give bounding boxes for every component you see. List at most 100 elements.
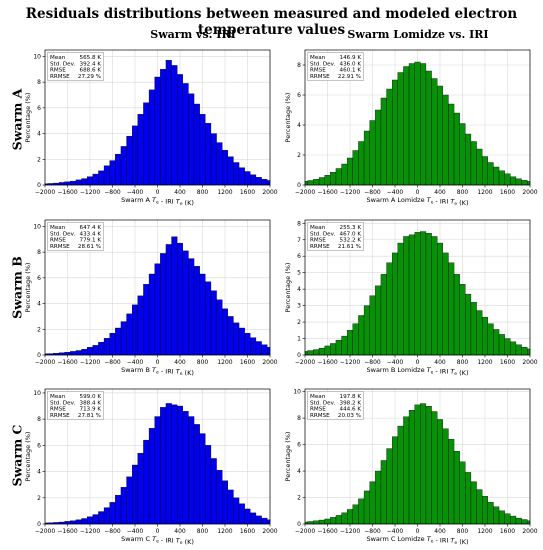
histogram-bar: [414, 61, 421, 186]
histogram-bar: [126, 313, 133, 356]
histogram-bar: [87, 176, 93, 186]
x-axis-label: Swarm B Te - IRI Te (K): [121, 366, 194, 377]
histogram-bar: [255, 515, 262, 525]
histogram-bar: [165, 244, 172, 356]
histogram-bar: [238, 327, 245, 356]
histogram-bar: [527, 348, 531, 356]
stats-label: RRMSE: [310, 413, 330, 419]
histogram-bar: [442, 252, 449, 356]
stats-value: 436.0 K: [340, 61, 362, 67]
figure-title: Residuals distributions between measured…: [25, 6, 518, 38]
histogram-bar: [148, 273, 155, 356]
histogram-bar: [470, 481, 477, 525]
histogram-bar: [92, 514, 99, 525]
histogram-bar: [341, 163, 348, 186]
x-tick-label: 800: [197, 189, 209, 196]
histogram-bar: [81, 518, 88, 525]
x-tick-label: −2000: [295, 359, 315, 366]
x-tick-label: 2000: [522, 359, 537, 366]
histogram-bar: [193, 103, 200, 186]
histogram-bar: [255, 177, 262, 186]
stats-value: 688.6 K: [80, 68, 102, 74]
x-tick-label: −1200: [340, 528, 360, 535]
histogram-bar: [347, 157, 353, 186]
histogram-bar: [476, 310, 483, 356]
histogram-bar: [227, 316, 234, 356]
y-tick-label: 0: [37, 352, 41, 359]
x-tick-label: −800: [104, 359, 121, 366]
histogram-bar: [250, 512, 257, 525]
y-tick-label: 10: [33, 223, 41, 230]
histogram-bar: [487, 323, 494, 356]
histogram-bar: [103, 165, 110, 186]
y-tick-label: 2: [297, 152, 301, 159]
histogram-bar: [137, 295, 144, 356]
histogram-bar: [476, 148, 483, 186]
stats-label: RRMSE: [50, 74, 70, 80]
histogram-bar: [375, 285, 382, 356]
x-tick-label: 1600: [240, 528, 255, 535]
histogram-bar: [177, 74, 183, 186]
stats-value: 388.4 K: [80, 400, 102, 406]
stats-value: 20.03 %: [338, 413, 361, 419]
histogram-bar: [408, 234, 415, 356]
histogram-bar: [363, 305, 370, 356]
histogram-bar: [392, 79, 398, 186]
x-tick-label: 400: [434, 359, 446, 366]
x-tick-label: 1600: [500, 528, 515, 535]
x-tick-label: 0: [156, 528, 160, 535]
histogram-bar: [222, 150, 228, 186]
histogram-bar: [126, 476, 133, 525]
histogram-bar: [307, 521, 314, 525]
histogram-bar: [363, 490, 370, 525]
histogram-bar: [193, 266, 200, 356]
column-title-lomidze: Swarm Lomidze vs. IRI: [347, 28, 489, 41]
stats-value: 21.61 %: [338, 244, 361, 250]
x-tick-label: 0: [416, 359, 420, 366]
histogram-bar: [132, 464, 138, 525]
histogram-bar: [313, 520, 320, 525]
x-tick-label: −1200: [80, 189, 100, 196]
histogram-bar: [255, 341, 262, 356]
stats-value: 532.2 K: [340, 238, 362, 244]
histogram-bar: [431, 236, 438, 356]
stats-value: 27.29 %: [78, 74, 101, 80]
histogram-bar: [476, 489, 483, 525]
y-axis-label: Percentage (%): [284, 93, 292, 143]
histogram-bar: [482, 156, 488, 186]
histogram-bar: [227, 489, 234, 525]
x-tick-label: 1200: [477, 359, 492, 366]
y-tick-label: 8: [297, 415, 301, 422]
y-tick-label: 10: [293, 389, 301, 396]
stats-box: [307, 222, 364, 251]
histogram-bar: [487, 501, 494, 525]
histogram-bar: [498, 510, 505, 525]
histogram-bar: [448, 262, 455, 356]
histogram-bar: [171, 404, 178, 525]
stats-value: 599.0 K: [80, 394, 102, 400]
x-tick-label: 800: [457, 189, 469, 196]
y-tick-label: 10: [33, 53, 41, 60]
histogram-bar: [397, 242, 404, 356]
y-tick-label: 2: [37, 326, 41, 333]
histogram-bar: [403, 66, 410, 186]
histogram-bar: [177, 405, 183, 525]
x-tick-label: −400: [127, 189, 144, 196]
histogram-bar: [380, 274, 387, 356]
histogram-bar: [222, 308, 228, 356]
histogram-bar: [75, 519, 82, 525]
histogram-bar: [250, 337, 257, 356]
x-tick-label: 2000: [522, 528, 537, 535]
histogram-bar: [358, 141, 365, 186]
histogram-bar: [527, 520, 531, 525]
x-tick-label: 1200: [477, 528, 492, 535]
stats-value: 779.1 K: [80, 238, 102, 244]
stats-value: 647.4 K: [80, 225, 102, 231]
histogram-bar: [498, 170, 505, 186]
histogram-bar: [58, 182, 65, 186]
histogram-bar: [160, 69, 167, 186]
histogram-bar: [403, 416, 410, 525]
y-tick-label: 0: [297, 521, 301, 528]
stats-value: 146.9 K: [340, 55, 362, 61]
y-tick-label: 8: [297, 220, 301, 227]
